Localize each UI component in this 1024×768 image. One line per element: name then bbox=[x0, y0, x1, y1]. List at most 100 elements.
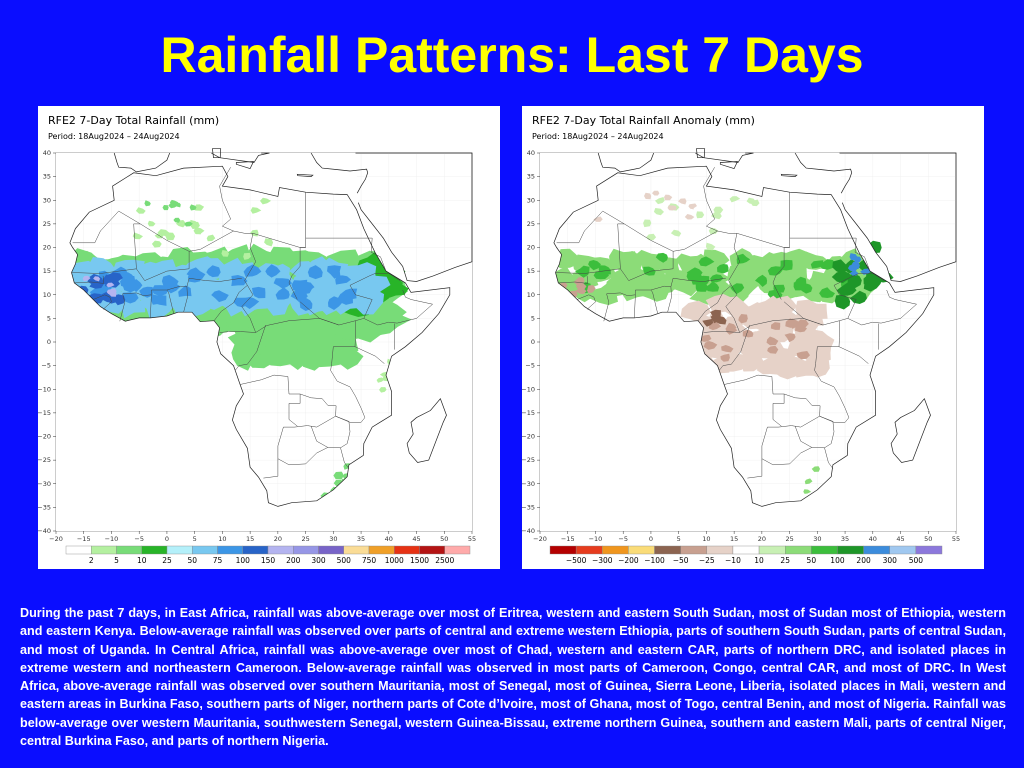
y-tick-label: 35 bbox=[43, 173, 51, 181]
rainfall-patch bbox=[803, 342, 832, 364]
x-tick-label: 45 bbox=[896, 535, 904, 543]
x-tick-label: 50 bbox=[440, 535, 448, 543]
y-tick-label: −30 bbox=[38, 480, 51, 488]
rainfall-patch bbox=[144, 200, 151, 207]
x-tick-label: 0 bbox=[649, 535, 653, 543]
rainfall-patch bbox=[755, 274, 768, 287]
legend-swatch bbox=[343, 545, 370, 555]
y-tick-label: −35 bbox=[38, 503, 51, 511]
rainfall-patch bbox=[819, 287, 835, 298]
iberia-coastline bbox=[597, 152, 655, 173]
y-tick-label: −10 bbox=[38, 385, 51, 393]
rainfall-patch bbox=[710, 274, 724, 283]
x-tick-label: 45 bbox=[412, 535, 420, 543]
legend-swatch bbox=[192, 545, 218, 555]
rainfall-patch bbox=[678, 198, 687, 205]
rainfall-patch bbox=[376, 377, 384, 383]
y-tick-label: −40 bbox=[522, 527, 535, 535]
rainfall-patch bbox=[243, 252, 251, 260]
legend-swatch bbox=[654, 545, 681, 555]
legend-swatch bbox=[889, 545, 917, 555]
levant-coastline bbox=[794, 152, 853, 194]
x-tick-label: 10 bbox=[218, 535, 226, 543]
rainfall-patch bbox=[688, 203, 695, 210]
rainfall-patch bbox=[700, 334, 712, 342]
rainfall-patch bbox=[150, 294, 166, 305]
rainfall-patch bbox=[721, 345, 734, 353]
legend-label: 10 bbox=[137, 556, 147, 565]
rainfall-patch bbox=[593, 270, 609, 280]
rainfall-patch bbox=[697, 275, 710, 286]
country-border bbox=[650, 289, 658, 314]
legend-label: −50 bbox=[673, 556, 689, 565]
arabia-coastline bbox=[355, 152, 473, 282]
y-tick-label: 30 bbox=[43, 196, 51, 204]
rainfall-patch bbox=[729, 196, 741, 203]
rainfall-patch bbox=[684, 214, 695, 220]
rainfall-patch bbox=[211, 290, 229, 303]
x-tick-label: 20 bbox=[758, 535, 766, 543]
rainfall-patch bbox=[643, 219, 652, 228]
country-borders bbox=[553, 148, 957, 507]
rainfall-patch bbox=[710, 314, 724, 324]
rainfall-patch bbox=[717, 264, 729, 274]
rainfall-patch bbox=[811, 466, 820, 472]
legend-label: −500 bbox=[566, 556, 587, 565]
rainfall-patch bbox=[379, 387, 387, 393]
rainfall-patch bbox=[169, 199, 179, 205]
rainfall-patch bbox=[784, 333, 796, 343]
rainfall-patch bbox=[252, 286, 266, 299]
x-tick-label: 40 bbox=[869, 535, 877, 543]
x-tick-label: 40 bbox=[385, 535, 393, 543]
rainfall-patch bbox=[849, 290, 867, 304]
rainfall-patch bbox=[702, 318, 714, 327]
rainfall-patch bbox=[720, 353, 730, 362]
country-border bbox=[617, 223, 625, 269]
country-border bbox=[354, 346, 385, 364]
x-tick-label: −10 bbox=[589, 535, 603, 543]
country-borders bbox=[69, 148, 473, 507]
rainfall-patch bbox=[265, 264, 281, 278]
y-tick-label: 10 bbox=[527, 291, 535, 299]
rainfall-patch bbox=[335, 275, 351, 285]
madagascar-coastline bbox=[406, 398, 447, 463]
rainfall-patch bbox=[730, 283, 745, 294]
country-border bbox=[853, 273, 885, 281]
country-border bbox=[724, 374, 785, 427]
slide-title: Rainfall Patterns: Last 7 Days bbox=[160, 27, 864, 83]
y-tick-label: 0 bbox=[47, 338, 51, 346]
country-border bbox=[213, 285, 248, 321]
country-border bbox=[794, 415, 835, 449]
rainfall-patch bbox=[742, 329, 754, 338]
rainfall-patch bbox=[575, 265, 590, 278]
rainfall-patch bbox=[652, 190, 660, 196]
legend-label: −25 bbox=[699, 556, 715, 565]
country-border bbox=[761, 447, 812, 466]
rainfall-patch bbox=[643, 266, 656, 276]
legend-swatch bbox=[811, 545, 838, 555]
rainfall-patch bbox=[121, 272, 135, 283]
rainfall-patch bbox=[333, 471, 344, 480]
rainfall-patch bbox=[831, 271, 853, 284]
x-tick-label: 30 bbox=[813, 535, 821, 543]
country-border bbox=[719, 324, 750, 371]
rainfall-patch bbox=[106, 282, 115, 288]
map-layer: −20 −15 −10 −5 0 5 10 15 20 25 30 35 40 45 50 554035302… bbox=[522, 148, 960, 565]
y-tick-label: 5 bbox=[531, 314, 535, 322]
rainfall-patch bbox=[586, 287, 595, 294]
rainfall-patch bbox=[708, 227, 719, 235]
rainfall-patch bbox=[151, 240, 162, 248]
rainfall-patch bbox=[346, 262, 377, 288]
sardinia-coastline bbox=[696, 148, 706, 159]
legend-label: −10 bbox=[725, 556, 741, 565]
rainfall-patch bbox=[711, 212, 722, 220]
legend-swatch bbox=[394, 545, 420, 555]
rainfall-patch bbox=[795, 324, 807, 333]
rainfall-patch bbox=[667, 205, 676, 211]
rainfall-patch bbox=[593, 216, 603, 222]
rainfall-description: During the past 7 days, in East Africa, … bbox=[20, 606, 1006, 749]
country-border bbox=[697, 285, 732, 321]
country-border bbox=[558, 275, 588, 284]
legend-swatch bbox=[267, 545, 294, 555]
rainfall-patch bbox=[713, 206, 724, 214]
